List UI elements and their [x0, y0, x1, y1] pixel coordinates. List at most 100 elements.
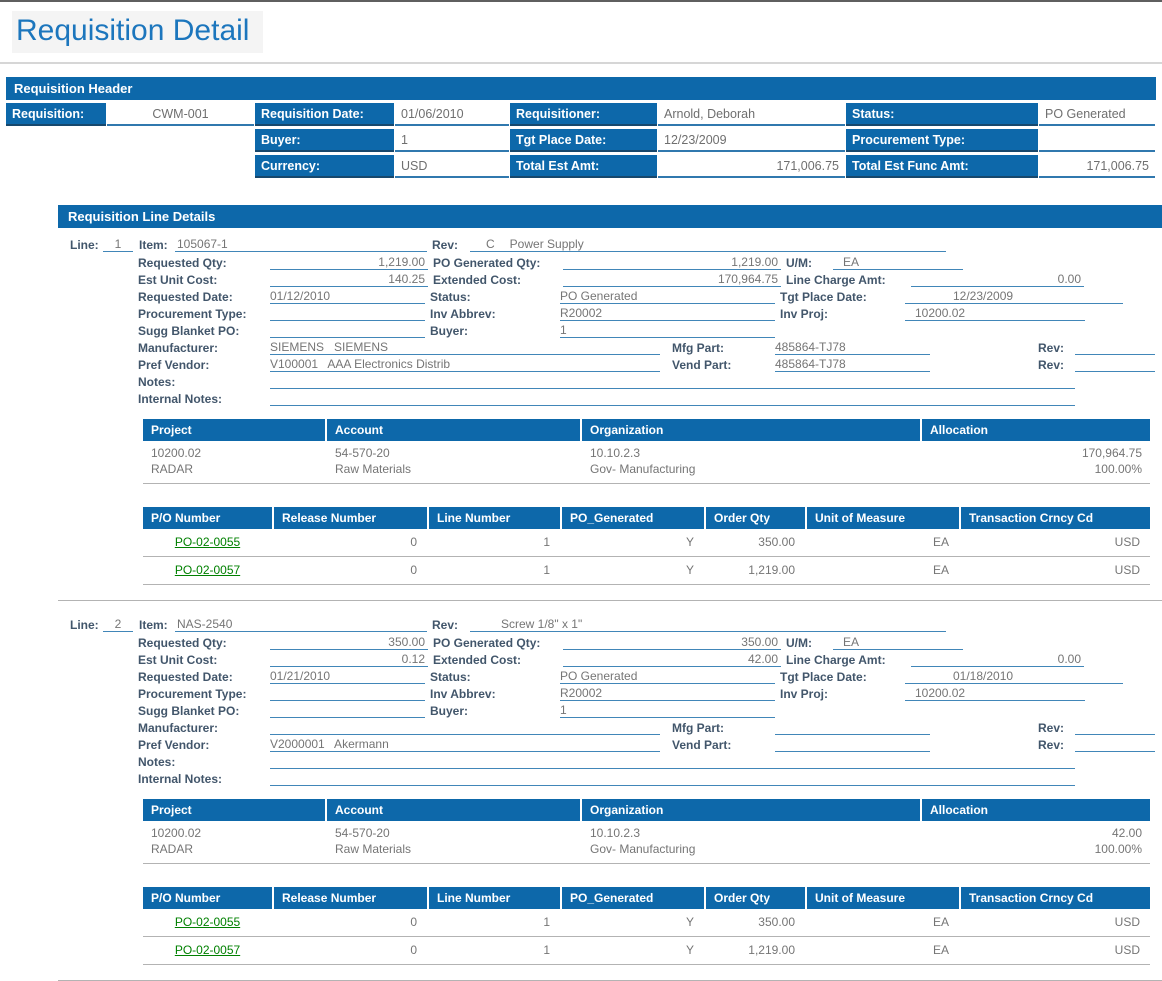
allocation-col-header-organization: Organization: [582, 419, 920, 441]
requisition-date-label: Requisition Date:: [255, 103, 394, 126]
requisition-line-1: Line: 1 Item: 105067-1 Rev: C Power Suppl…: [58, 228, 1162, 585]
allocation-col-header-account: Account: [327, 419, 580, 441]
buyer-label: Buyer:: [430, 324, 469, 338]
cell-line-number: 1: [543, 535, 550, 549]
spacer: [6, 155, 106, 178]
requested-date-label: Requested Date:: [138, 670, 233, 684]
cell-unit-of-measure: EA: [932, 535, 949, 549]
cell-line-number: 1: [543, 943, 550, 957]
cell-allocation-pct: 100.00%: [1094, 462, 1142, 476]
total-est-amt-label: Total Est Amt:: [510, 155, 657, 178]
requested-qty-label: Requested Qty:: [138, 256, 227, 270]
requested-qty-value: 350.00: [270, 635, 428, 650]
status-label: Status:: [430, 670, 471, 684]
procurement-type-value: [270, 686, 425, 701]
manufacturer-label: Manufacturer:: [138, 721, 219, 735]
vend-rev-label: Rev:: [1038, 738, 1065, 752]
notes-label: Notes:: [138, 375, 176, 389]
po-col-header-order-qty: Order Qty: [706, 507, 805, 529]
cell-organization-id: 10.10.2.3: [590, 826, 641, 840]
po-table-row: PO-02-0055 0 1 Y 350.00 EA USD: [143, 529, 1150, 557]
item-description: Power Supply: [509, 237, 584, 251]
po-number-link[interactable]: PO-02-0057: [174, 563, 241, 577]
po-number-link[interactable]: PO-02-0055: [174, 915, 241, 929]
po-table: P/O Number Release Number Line Number PO…: [143, 887, 1150, 965]
est-unit-cost-label: Est Unit Cost:: [138, 273, 218, 287]
requisitioner-label: Requisitioner:: [510, 103, 657, 126]
line-charge-amt-label: Line Charge Amt:: [786, 273, 886, 287]
inv-proj-label: Inv Proj:: [780, 307, 829, 321]
vend-part-value: 485864-TJ78: [775, 357, 930, 372]
tgt-place-date-label: Tgt Place Date:: [510, 129, 657, 152]
item-value: 105067-1: [175, 237, 427, 252]
um-label: U/M:: [786, 256, 812, 270]
um-label: U/M:: [786, 636, 812, 650]
inv-abbrev-label: Inv Abbrev:: [430, 687, 496, 701]
page-title: Requisition Detail: [12, 11, 264, 53]
spacer: [107, 129, 254, 152]
requested-date-value: 01/21/2010: [270, 669, 425, 684]
buyer-value: 1: [395, 129, 509, 152]
rev-value: C Power Supply: [470, 237, 946, 252]
po-table: P/O Number Release Number Line Number PO…: [143, 507, 1150, 585]
mfg-part-label: Mfg Part:: [672, 721, 724, 735]
spacer: [107, 155, 254, 178]
line-divider: [58, 600, 1162, 601]
cell-po-generated: Y: [685, 535, 694, 549]
sugg-blanket-po-value: [270, 323, 425, 338]
po-col-header-line-number: Line Number: [429, 887, 560, 909]
requisition-header-grid: Requisition: CWM-001 Requisition Date: 0…: [6, 103, 1156, 178]
requisition-label: Requisition:: [6, 103, 106, 126]
cell-order-qty: 1,219.00: [748, 943, 795, 957]
cell-account-id: 54-570-20: [335, 446, 390, 460]
cell-order-qty: 1,219.00: [748, 563, 795, 577]
cell-project-id: 10200.02: [151, 446, 202, 460]
item-label: Item:: [139, 618, 168, 632]
tgt-place-date-label: Tgt Place Date:: [780, 670, 867, 684]
cell-release-number: 0: [410, 563, 417, 577]
po-number-link[interactable]: PO-02-0055: [174, 535, 241, 549]
cell-account-name: Raw Materials: [335, 842, 412, 856]
cell-order-qty: 350.00: [758, 915, 795, 929]
buyer-value: 1: [560, 323, 775, 338]
procurement-type-label: Procurement Type:: [138, 307, 247, 321]
buyer-label: Buyer:: [255, 129, 394, 152]
pref-vendor-value: V2000001 Akermann: [270, 737, 660, 752]
title-divider: [0, 62, 1162, 64]
sugg-blanket-po-value: [270, 703, 425, 718]
mfg-rev-value: [1075, 340, 1155, 355]
requested-qty-label: Requested Qty:: [138, 636, 227, 650]
requisition-value: CWM-001: [107, 103, 254, 126]
pref-vendor-value: V100001 AAA Electronics Distrib: [270, 357, 660, 372]
pref-vendor-label: Pref Vendor:: [138, 358, 210, 372]
tgt-place-date-label: Tgt Place Date:: [780, 290, 867, 304]
cell-organization-name: Gov- Manufacturing: [590, 462, 696, 476]
extended-cost-value: 42.00: [563, 652, 781, 667]
internal-notes-value: [270, 391, 1075, 406]
requested-qty-value: 1,219.00: [270, 255, 428, 270]
rev-label: Rev:: [432, 238, 459, 252]
procurement-type-label: Procurement Type:: [138, 687, 247, 701]
vend-part-label: Vend Part:: [672, 738, 732, 752]
cell-release-number: 0: [410, 535, 417, 549]
manufacturer-value: [270, 720, 660, 735]
po-number-link[interactable]: PO-02-0057: [174, 943, 241, 957]
cell-po-generated: Y: [685, 563, 694, 577]
po-col-header-release-number: Release Number: [274, 887, 427, 909]
requisition-date-value: 01/06/2010: [395, 103, 509, 126]
po-col-header-order-qty: Order Qty: [706, 887, 805, 909]
extended-cost-label: Extended Cost:: [433, 653, 522, 667]
cell-po-generated: Y: [685, 943, 694, 957]
po-generated-qty-label: PO Generated Qty:: [433, 636, 541, 650]
line-charge-amt-value: 0.00: [911, 652, 1084, 667]
vend-rev-value: [1075, 357, 1155, 372]
procurement-type-value: [270, 306, 425, 321]
allocation-col-header-project: Project: [143, 419, 325, 441]
cell-organization-name: Gov- Manufacturing: [590, 842, 696, 856]
inv-proj-label: Inv Proj:: [780, 687, 829, 701]
currency-label: Currency:: [255, 155, 394, 178]
extended-cost-label: Extended Cost:: [433, 273, 522, 287]
line-number: 1: [103, 237, 133, 252]
notes-value: [270, 374, 1075, 389]
um-value: EA: [833, 635, 963, 650]
